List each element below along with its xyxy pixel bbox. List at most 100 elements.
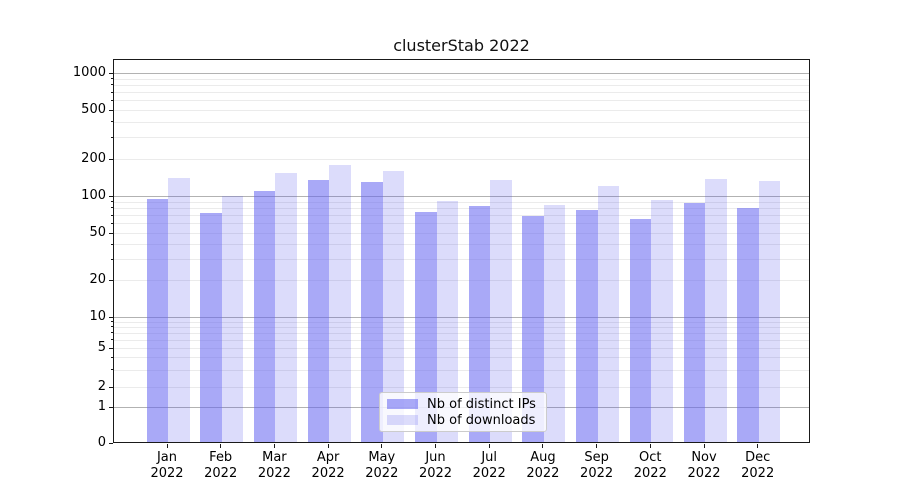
y-tick-label: 5 [97,340,106,355]
gridline-minor [114,215,809,217]
x-tick-mark [703,444,705,448]
x-tick-mark [435,444,436,448]
y-tick-label: 500 [81,102,106,117]
y-tick-label: 200 [81,151,106,166]
y-tick-mark-minor [111,78,113,80]
bar-nb-of-distinct-ips-aug [522,215,544,442]
y-tick-mark-minor [111,232,113,234]
x-tick-mark [542,444,544,448]
bar-nb-of-distinct-ips-jan [146,198,168,442]
gridline-minor [114,92,809,94]
y-tick-mark-minor [111,91,113,93]
legend-row: Nb of downloads [387,412,539,428]
gridline-minor [114,332,809,334]
x-tick-month: Jul [481,450,498,465]
gridline-minor [114,339,809,341]
x-tick-label: Dec 2022 [726,450,790,482]
y-tick-mark [109,316,113,318]
x-tick-mark [220,444,222,448]
y-tick-label: 2 [97,379,106,394]
gridline-minor [114,244,809,246]
gridline-minor [114,321,809,323]
y-tick-mark-minor [111,321,113,323]
gridline-minor [114,387,809,388]
x-tick-label: Aug 2022 [511,450,575,482]
gridline-minor [114,280,809,281]
y-tick-mark-minor [111,214,113,216]
y-tick-mark-minor [111,339,113,341]
x-tick-month: Sep [584,450,609,465]
legend-swatch [387,415,418,425]
y-tick-mark-minor [111,279,113,281]
y-tick-mark [109,195,113,197]
y-tick-label: 100 [81,188,106,203]
chart-title: clusterStab 2022 [393,36,530,55]
y-tick-mark-minor [111,207,113,209]
x-tick-year: 2022 [633,466,667,481]
legend: Nb of distinct IPs Nb of downloads [379,392,547,432]
gridline-minor [114,137,809,139]
x-tick-year: 2022 [418,466,453,481]
x-tick-year: 2022 [472,466,506,481]
x-tick-label: Sep 2022 [565,450,629,482]
x-tick-label: Mar 2022 [242,450,306,482]
y-tick-mark-minor [111,386,113,388]
x-tick-year: 2022 [311,466,345,481]
x-tick-month: Oct [639,450,662,465]
bar-nb-of-distinct-ips-mar [253,191,276,442]
x-tick-mark [166,444,168,448]
bar-nb-of-downloads-dec [758,180,781,442]
y-tick-mark-minor [111,222,113,224]
y-tick-mark-minor [111,109,113,111]
bar-nb-of-distinct-ips-dec [737,207,759,442]
x-tick-label: Jan 2022 [135,450,199,482]
gridline-minor [114,100,809,102]
x-tick-month: Nov [691,450,717,465]
gridline-minor [114,369,809,371]
x-tick-mark [649,444,651,448]
y-tick-mark-minor [111,121,113,123]
x-tick-label: Jun 2022 [404,450,468,482]
gridline-minor [114,110,809,111]
x-tick-month: Aug [530,450,556,465]
y-tick-label: 10 [89,309,106,324]
x-tick-mark [273,444,275,448]
y-tick-mark-minor [111,158,113,160]
bar-nb-of-downloads-jan [168,177,190,442]
y-tick-mark [109,406,113,408]
x-tick-year: 2022 [526,466,560,481]
gridline-minor [114,201,809,203]
x-tick-month: Apr [316,450,340,465]
bar-nb-of-downloads-jun [436,201,458,442]
y-tick-mark-minor [111,84,113,86]
gridline-major [114,73,809,74]
bar-nb-of-distinct-ips-feb [200,212,222,442]
y-tick-mark-minor [111,243,113,245]
legend-label: Nb of downloads [427,412,536,428]
legend-label: Nb of distinct IPs [427,396,536,412]
gridline-minor [114,159,809,160]
y-tick-mark [109,442,113,444]
y-tick-mark-minor [111,201,113,203]
y-tick-label: 0 [97,435,106,450]
x-tick-label: May 2022 [350,450,414,482]
x-tick-month: Jan [156,450,178,465]
x-tick-label: Feb 2022 [189,450,253,482]
bar-nb-of-downloads-aug [543,204,566,442]
bar-nb-of-distinct-ips-jun [415,211,437,442]
y-tick-mark-minor [111,369,113,371]
x-tick-year: 2022 [150,466,184,481]
y-tick-mark-minor [111,136,113,138]
x-tick-month: Dec [745,450,771,465]
plot-area: Nb of distinct IPs Nb of downloads [113,59,810,443]
x-tick-month: Mar [262,450,287,465]
y-tick-label: 1 [97,399,106,414]
x-tick-mark [488,444,490,448]
y-tick-mark-minor [111,258,113,260]
bar-nb-of-distinct-ips-nov [683,203,705,442]
bar-nb-of-downloads-may [382,170,405,442]
bar-nb-of-downloads-feb [221,195,244,442]
bar-nb-of-downloads-apr [329,164,351,442]
y-tick-mark [109,72,113,74]
